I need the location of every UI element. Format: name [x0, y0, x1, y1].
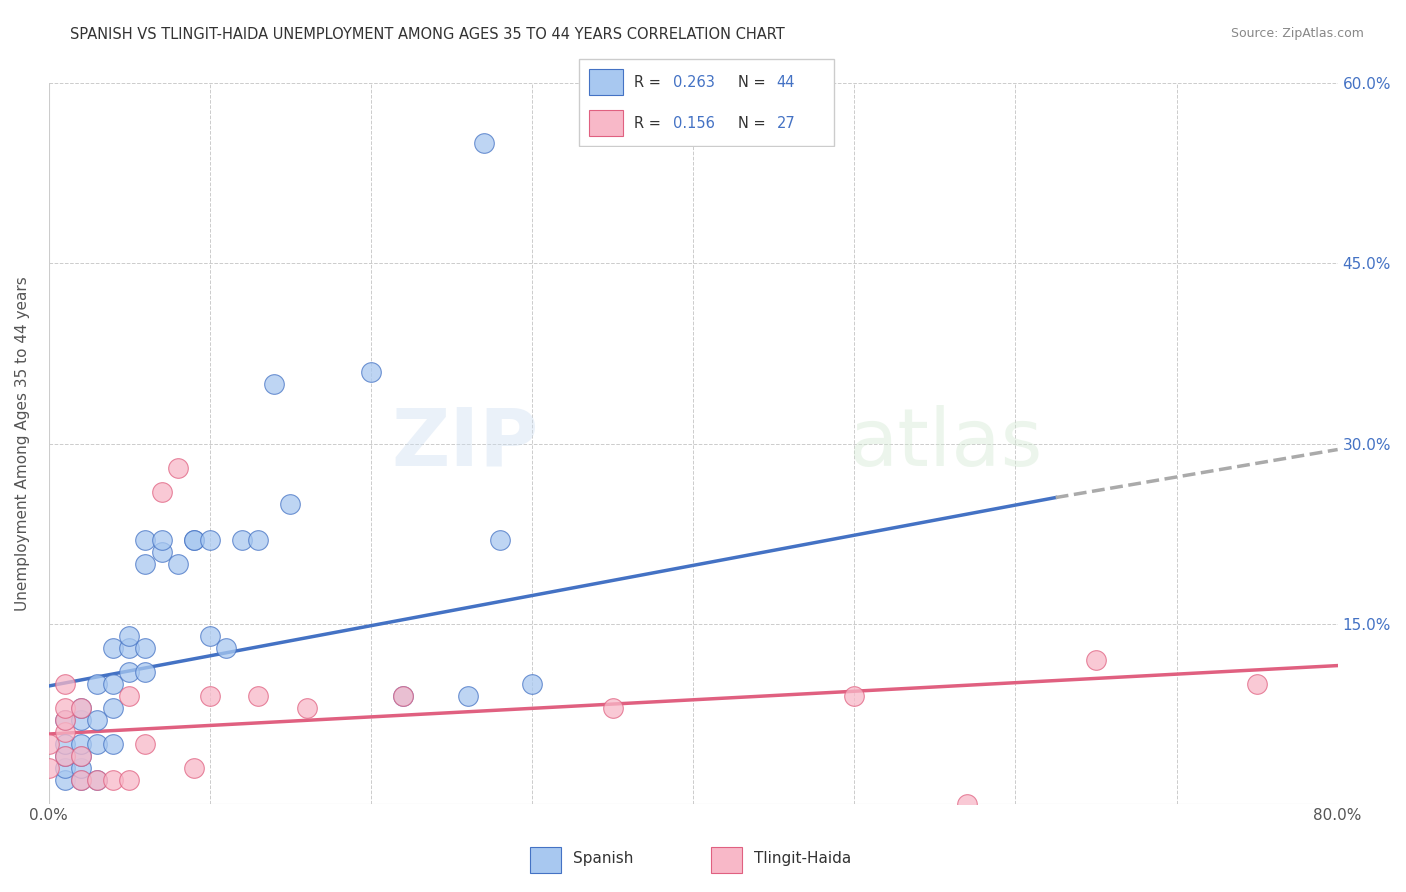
Point	[247, 533, 270, 547]
Text: SPANISH VS TLINGIT-HAIDA UNEMPLOYMENT AMONG AGES 35 TO 44 YEARS CORRELATION CHAR: SPANISH VS TLINGIT-HAIDA UNEMPLOYMENT AM…	[70, 27, 785, 42]
Point	[166, 557, 188, 571]
Point	[103, 676, 125, 690]
Point	[247, 689, 270, 703]
Point	[215, 640, 238, 655]
Point	[134, 665, 156, 679]
Point	[53, 724, 76, 739]
Point	[134, 533, 156, 547]
Point	[103, 700, 125, 714]
Text: Spanish: Spanish	[574, 851, 634, 866]
Point	[263, 376, 285, 391]
Point	[118, 665, 141, 679]
Point	[472, 136, 495, 151]
Point	[70, 772, 93, 787]
Text: ZIP: ZIP	[391, 405, 538, 483]
Point	[231, 533, 253, 547]
Point	[86, 772, 108, 787]
Point	[118, 640, 141, 655]
Point	[118, 629, 141, 643]
Point	[360, 364, 382, 378]
Point	[602, 700, 624, 714]
Point	[134, 640, 156, 655]
Point	[166, 460, 188, 475]
Point	[53, 748, 76, 763]
Point	[53, 748, 76, 763]
Point	[38, 737, 60, 751]
Text: 0.263: 0.263	[672, 75, 714, 89]
Text: Source: ZipAtlas.com: Source: ZipAtlas.com	[1230, 27, 1364, 40]
Point	[392, 689, 415, 703]
Point	[53, 676, 76, 690]
Point	[118, 772, 141, 787]
Point	[103, 640, 125, 655]
Point	[183, 533, 205, 547]
Point	[150, 484, 173, 499]
Point	[53, 700, 76, 714]
Bar	[589, 110, 623, 136]
Point	[86, 713, 108, 727]
Point	[150, 533, 173, 547]
Point	[844, 689, 866, 703]
Point	[86, 737, 108, 751]
Text: 0.156: 0.156	[672, 116, 714, 130]
Point	[53, 737, 76, 751]
FancyBboxPatch shape	[579, 59, 834, 146]
Point	[1084, 652, 1107, 666]
Bar	[589, 69, 623, 95]
Point	[280, 497, 302, 511]
Point	[70, 772, 93, 787]
Point	[1246, 676, 1268, 690]
Point	[198, 689, 221, 703]
Point	[70, 748, 93, 763]
Point	[70, 737, 93, 751]
Text: 27: 27	[776, 116, 796, 130]
Point	[70, 713, 93, 727]
Point	[183, 533, 205, 547]
Point	[86, 772, 108, 787]
Point	[103, 737, 125, 751]
Point	[38, 761, 60, 775]
Point	[70, 700, 93, 714]
Point	[150, 544, 173, 558]
Bar	[711, 847, 742, 872]
Point	[70, 700, 93, 714]
Point	[118, 689, 141, 703]
Point	[520, 676, 543, 690]
Point	[134, 737, 156, 751]
Text: N =: N =	[738, 116, 770, 130]
Point	[392, 689, 415, 703]
Point	[53, 713, 76, 727]
Point	[53, 761, 76, 775]
Text: 44: 44	[776, 75, 796, 89]
Point	[198, 533, 221, 547]
Point	[53, 713, 76, 727]
Point	[70, 748, 93, 763]
Point	[956, 797, 979, 811]
Point	[70, 761, 93, 775]
Point	[198, 629, 221, 643]
Point	[295, 700, 318, 714]
Text: N =: N =	[738, 75, 770, 89]
Point	[457, 689, 479, 703]
Text: atlas: atlas	[848, 405, 1042, 483]
Text: R =: R =	[634, 116, 665, 130]
Point	[489, 533, 512, 547]
Point	[103, 772, 125, 787]
Point	[86, 676, 108, 690]
Text: R =: R =	[634, 75, 665, 89]
Point	[183, 761, 205, 775]
Y-axis label: Unemployment Among Ages 35 to 44 years: Unemployment Among Ages 35 to 44 years	[15, 277, 30, 611]
Point	[53, 772, 76, 787]
Text: Tlingit-Haida: Tlingit-Haida	[754, 851, 852, 866]
Point	[134, 557, 156, 571]
Bar	[530, 847, 561, 872]
